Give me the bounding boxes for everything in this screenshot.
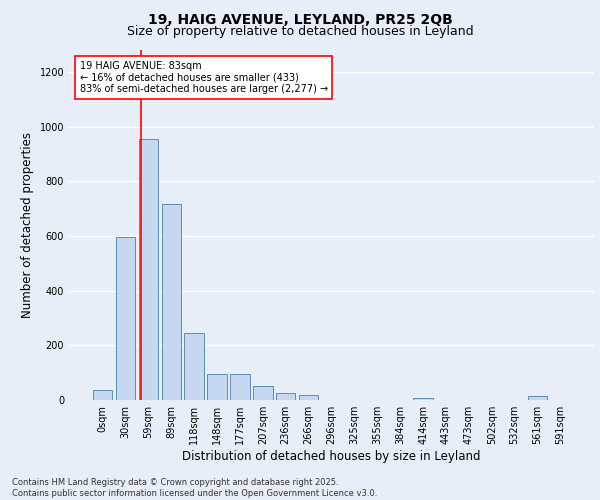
Bar	[413, 398, 433, 400]
Bar	[528, 396, 547, 400]
Bar	[139, 139, 158, 400]
Bar	[93, 390, 112, 400]
Y-axis label: Number of detached properties: Number of detached properties	[21, 132, 34, 318]
Bar	[116, 238, 135, 400]
Text: Size of property relative to detached houses in Leyland: Size of property relative to detached ho…	[127, 25, 473, 38]
Text: Contains HM Land Registry data © Crown copyright and database right 2025.
Contai: Contains HM Land Registry data © Crown c…	[12, 478, 377, 498]
Text: 19 HAIG AVENUE: 83sqm
← 16% of detached houses are smaller (433)
83% of semi-det: 19 HAIG AVENUE: 83sqm ← 16% of detached …	[79, 60, 328, 94]
X-axis label: Distribution of detached houses by size in Leyland: Distribution of detached houses by size …	[182, 450, 481, 463]
Bar	[208, 374, 227, 400]
Bar	[299, 395, 319, 400]
Bar	[230, 374, 250, 400]
Bar	[161, 204, 181, 400]
Text: 19, HAIG AVENUE, LEYLAND, PR25 2QB: 19, HAIG AVENUE, LEYLAND, PR25 2QB	[148, 12, 452, 26]
Bar	[184, 333, 204, 400]
Bar	[276, 392, 295, 400]
Bar	[253, 386, 272, 400]
